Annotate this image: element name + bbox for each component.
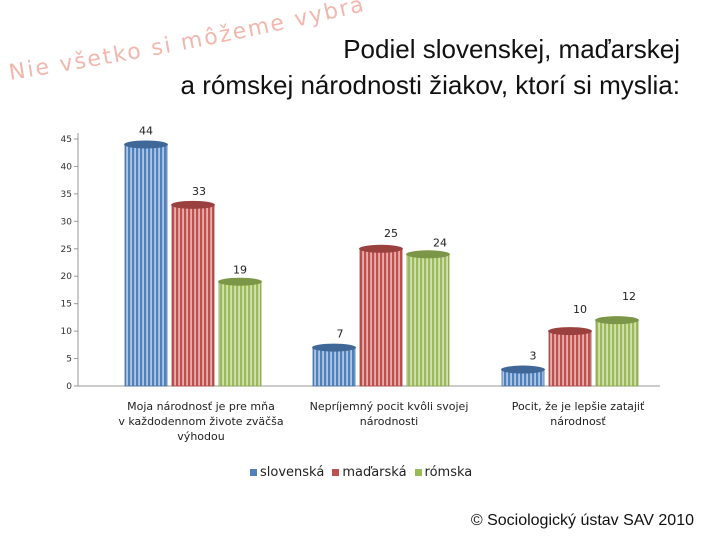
data-label: 10 xyxy=(573,303,587,316)
data-label: 44 xyxy=(139,124,153,137)
legend-item-slovenska: slovenská xyxy=(250,465,324,480)
category-label: Pocit, že je lepšie zatajiť xyxy=(512,400,645,413)
bar-romska xyxy=(218,281,262,387)
chart-legend: slovenská maďarská rómska xyxy=(250,465,472,480)
bar-madarska xyxy=(171,204,215,387)
legend-swatch xyxy=(250,469,257,476)
data-label: 24 xyxy=(433,236,447,249)
category-label: Nepríjemný pocit kvôli svojej xyxy=(310,400,469,413)
data-label: 12 xyxy=(622,290,636,303)
bar-cap-slovenska xyxy=(501,365,545,374)
legend-label: rómska xyxy=(424,465,473,480)
category-label: výhodou xyxy=(177,430,224,443)
y-tick-label: 5 xyxy=(66,355,72,365)
bar-cap-romska xyxy=(595,316,639,325)
bar-cap-madarska xyxy=(359,244,403,253)
category-label: v každodennom živote zväčša xyxy=(118,415,283,428)
bar-cap-romska xyxy=(218,277,262,286)
legend-swatch xyxy=(332,469,340,476)
bar-cap-slovenska xyxy=(124,140,168,149)
legend-item-madarska: maďarská xyxy=(332,465,407,480)
legend-label: slovenská xyxy=(260,465,325,480)
bar-cap-madarska xyxy=(548,327,592,336)
category-label: národnosť xyxy=(550,415,606,428)
chart-title-line-2: a rómskej národnosti žiakov, ktorí si my… xyxy=(180,70,680,100)
bar-slovenska xyxy=(124,144,168,387)
chart-title-line-1: Podiel slovenskej, maďarskej xyxy=(343,34,680,64)
bar-madarska xyxy=(359,248,403,387)
data-label: 33 xyxy=(192,185,206,198)
bar-cap-slovenska xyxy=(312,343,356,352)
data-label: 19 xyxy=(233,264,247,277)
y-tick-label: 15 xyxy=(61,300,72,310)
bar-romska xyxy=(595,319,639,387)
y-tick-label: 45 xyxy=(61,135,72,145)
legend-label: maďarská xyxy=(342,465,407,480)
bar-romska xyxy=(406,253,450,387)
slogan-graphic: Nie všetko si môžeme vybrať xyxy=(0,0,366,86)
category-label: Moja národnosť je pre mňa xyxy=(127,400,275,413)
legend-item-romska: rómska xyxy=(414,465,473,480)
bar-madarska xyxy=(548,330,592,387)
y-tick-label: 10 xyxy=(61,327,73,337)
copyright-footer: © Sociologický ústav SAV 2010 xyxy=(470,512,694,529)
bar-cap-madarska xyxy=(171,200,215,209)
category-label: národnosti xyxy=(360,415,419,428)
bar-slovenska xyxy=(312,347,356,387)
y-tick-label: 20 xyxy=(61,272,73,282)
y-tick-label: 40 xyxy=(61,162,73,172)
y-tick-label: 25 xyxy=(61,245,72,255)
data-label: 3 xyxy=(530,350,537,363)
y-tick-label: 30 xyxy=(61,217,73,227)
data-label: 7 xyxy=(337,328,344,341)
legend-swatch xyxy=(414,469,422,476)
y-tick-label: 35 xyxy=(61,190,72,200)
y-tick-label: 0 xyxy=(66,382,72,392)
data-label: 25 xyxy=(384,227,398,240)
bar-chart: 0 5 10 15 20 25 30 35 40 45 44 33 19 Moja národnosť j… xyxy=(61,124,660,443)
bar-cap-romska xyxy=(406,250,450,259)
